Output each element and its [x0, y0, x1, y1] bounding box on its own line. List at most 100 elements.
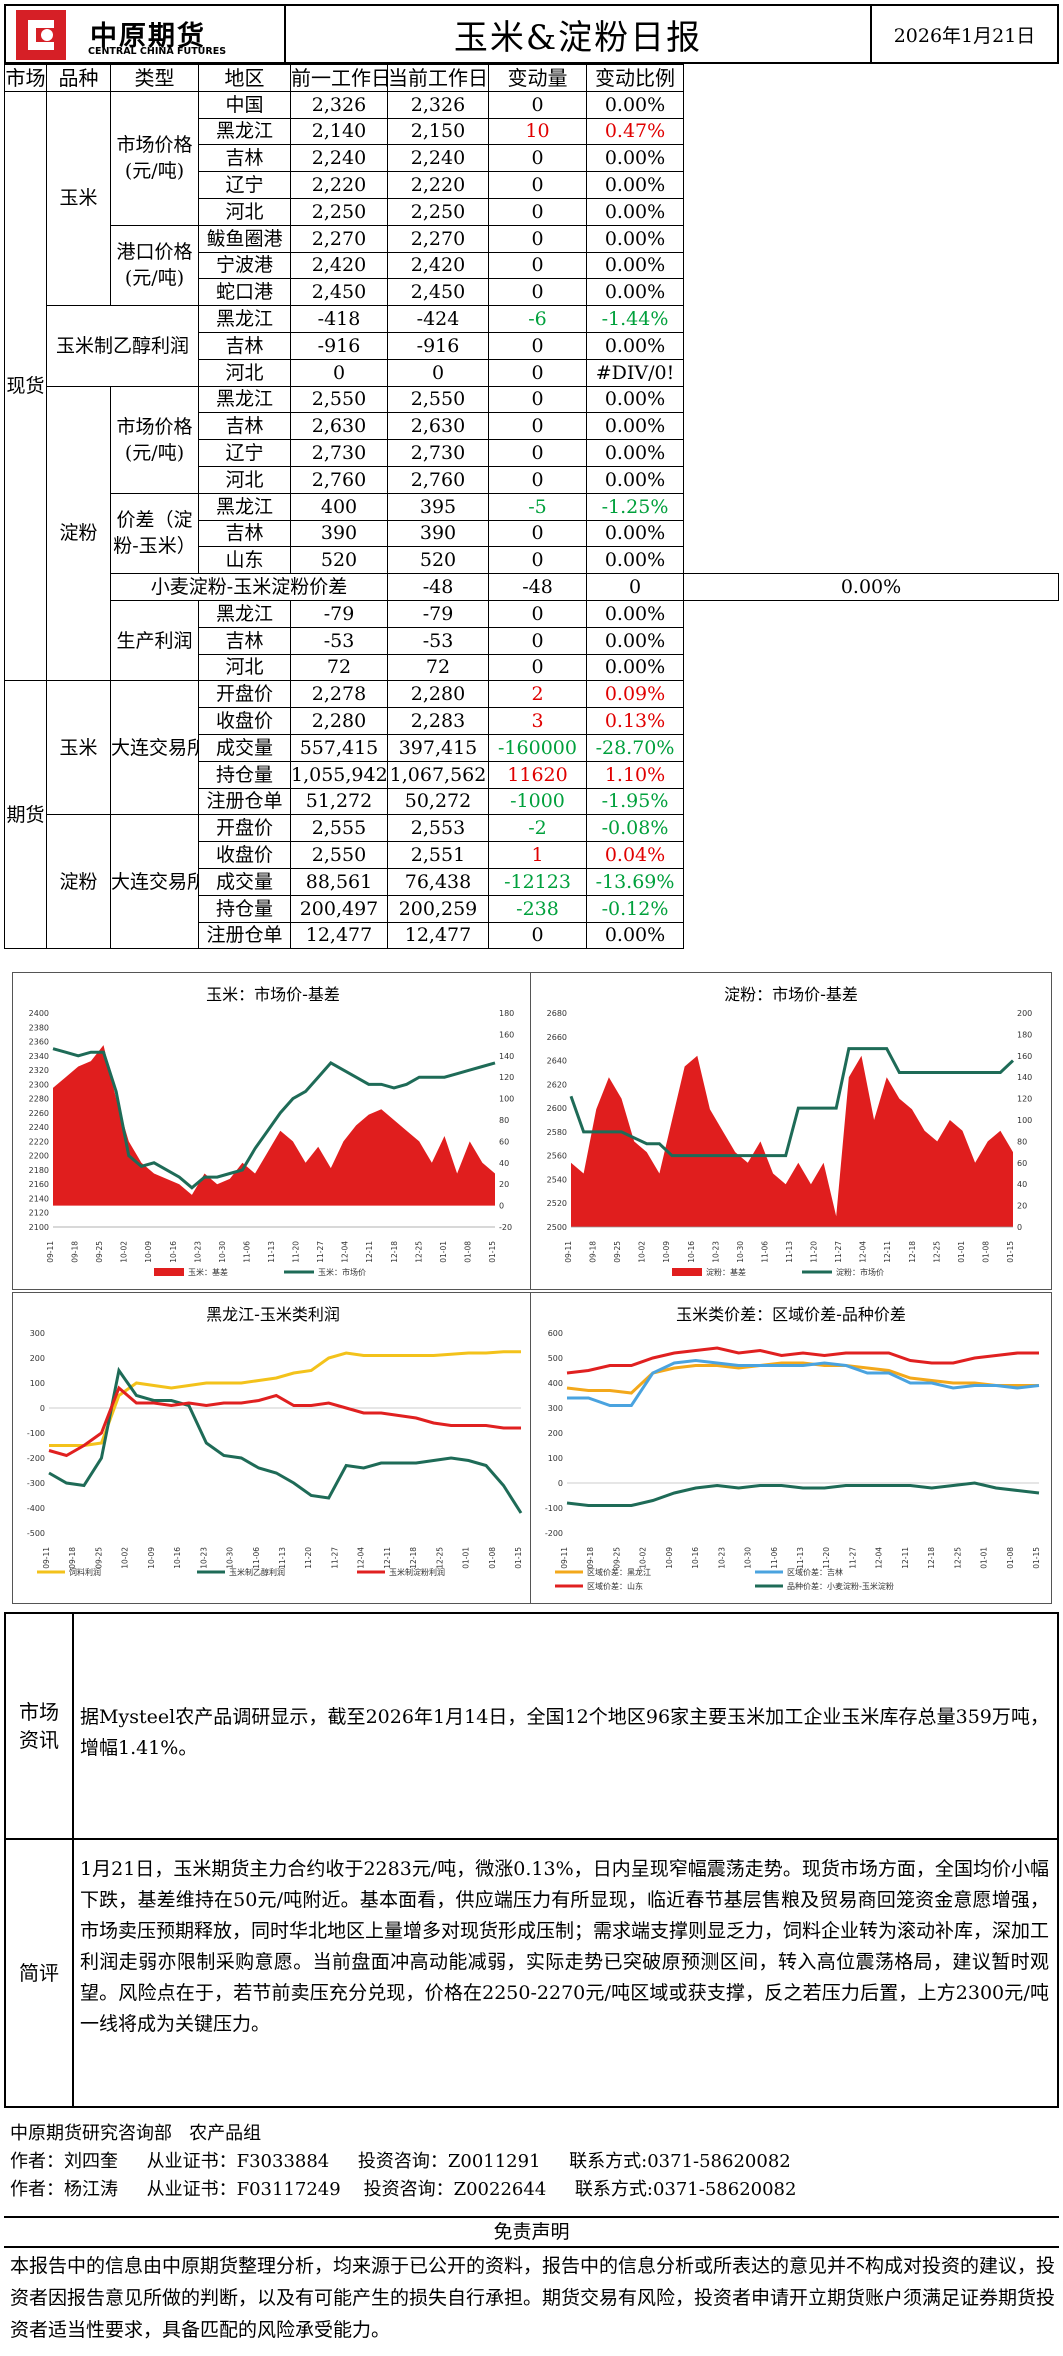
prev-day-cell: 12,477	[290, 921, 388, 950]
x-tick-label: 10-23	[199, 1547, 208, 1569]
report-date: 2026年1月21日	[872, 4, 1059, 64]
change-pct-cell: -1.25%	[586, 492, 684, 521]
legend-label: 淀粉：市场价	[836, 1267, 884, 1277]
series-line	[566, 1481, 1040, 1507]
y-tick-label-right: 100	[1017, 1116, 1032, 1125]
y-tick-label: 400	[548, 1379, 563, 1388]
x-tick-label: 11-13	[796, 1547, 805, 1569]
area-cell: 吉林	[198, 626, 291, 655]
table-row: 价差（淀粉-玉米） 黑龙江 400 395 -5 -1.25%	[5, 492, 1059, 575]
x-tick-label: 11-20	[810, 1241, 819, 1263]
column-header: 品种	[46, 64, 111, 92]
change-cell: 0	[586, 573, 684, 601]
series-line	[566, 1346, 1039, 1375]
x-tick-label: 10-30	[226, 1547, 235, 1569]
x-tick-label: 11-27	[316, 1241, 325, 1263]
row-group-label: 现货	[4, 90, 47, 682]
area-cell: 持仓量	[198, 894, 291, 923]
area-cell: 吉林	[198, 144, 291, 173]
table-row: 成交量 88,561 76,438 -12123 -13.69%	[5, 867, 1059, 896]
prev-day-cell: 2,550	[290, 385, 388, 414]
x-tick-label: 11-20	[292, 1241, 301, 1263]
table-row: 黑龙江 2,140 2,150 10 0.47%	[5, 117, 1059, 146]
change-cell: 0	[488, 358, 587, 387]
prev-day-cell: 520	[290, 546, 388, 575]
x-tick-label: 01-15	[1032, 1547, 1041, 1569]
y-tick-label-left: 2620	[547, 1080, 567, 1089]
change-cell: 0	[488, 197, 587, 226]
legend-label: 品种价差：小麦淀粉-玉米淀粉	[787, 1581, 894, 1591]
table-row: 淀粉 大连交易所 开盘价 2,555 2,553 -2 -0.08%	[5, 814, 1059, 950]
y-tick-label: 300	[30, 1329, 45, 1338]
x-tick-label: 11-06	[770, 1547, 779, 1569]
curr-day-cell: 0	[387, 358, 489, 387]
price-table: 市场 品种 类型 地区 前一工作日 当前工作日 变动量 变动比例 现货 玉米 市场价格(元/吨) 中国…	[4, 64, 1059, 950]
x-tick-label: 12-04	[875, 1547, 884, 1569]
area-cell: 收盘价	[198, 841, 291, 869]
x-tick-label: 09-25	[613, 1241, 622, 1263]
y-tick-label-right: 0	[499, 1202, 504, 1211]
x-tick-label: 09-11	[46, 1241, 55, 1263]
x-tick-label: 12-04	[341, 1241, 350, 1263]
prev-day-cell: 200,497	[290, 894, 388, 923]
x-tick-label: 11-20	[304, 1547, 313, 1569]
change-pct-cell: 0.00%	[683, 573, 1059, 601]
change-pct-cell: 0.00%	[586, 331, 684, 360]
y-tick-label-right: 20	[499, 1180, 509, 1189]
y-tick-label: 600	[548, 1329, 563, 1338]
series-line	[48, 1366, 523, 1514]
y-tick-label-right: 60	[499, 1137, 509, 1146]
x-tick-label: 09-18	[68, 1547, 77, 1569]
curr-day-cell: 2,550	[387, 385, 489, 414]
y-tick-label-left: 2120	[29, 1209, 49, 1218]
basis-area	[571, 1055, 1013, 1227]
y-tick-label-left: 2560	[547, 1152, 567, 1161]
curr-day-cell: -48	[488, 573, 587, 601]
curr-day-cell: 2,150	[387, 117, 489, 146]
x-tick-label: 11-27	[330, 1547, 339, 1569]
x-tick-label: 10-02	[639, 1547, 648, 1569]
curr-day-cell: 2,270	[387, 224, 489, 253]
curr-day-cell: 2,240	[387, 144, 489, 173]
change-cell: 0	[488, 171, 587, 199]
x-tick-label: 09-11	[42, 1547, 51, 1569]
change-pct-cell: 0.47%	[586, 117, 684, 146]
chart-title: 玉米：市场价-基差	[206, 985, 340, 1004]
series-line	[566, 1361, 1039, 1395]
legend-label: 玉米：市场价	[318, 1267, 366, 1277]
area-cell: 河北	[198, 358, 291, 387]
table-row: 吉林 390 390 0 0.00%	[5, 519, 1059, 548]
area-cell: 黑龙江	[198, 117, 291, 146]
change-cell: 0	[488, 439, 587, 467]
prev-day-cell: 2,240	[290, 144, 388, 173]
area-cell: 开盘价	[198, 680, 291, 709]
area-cell: 中国	[198, 90, 291, 119]
x-tick-label: 12-25	[435, 1547, 444, 1569]
table-row: 吉林 2,240 2,240 0 0.00%	[5, 144, 1059, 173]
table-row: 期货 玉米 大连交易所 开盘价 2,278 2,280 2 0.09%	[4, 680, 1059, 950]
area-cell: 宁波港	[198, 251, 291, 280]
change-pct-cell: #DIV/0!	[586, 358, 684, 387]
y-tick-label-right: 100	[499, 1095, 514, 1104]
change-cell: 0	[488, 546, 587, 575]
market-info-text: 据Mysteel农产品调研显示，截至2026年1月14日，全国12个地区96家主…	[80, 1706, 1049, 1759]
x-tick-label: 09-11	[564, 1241, 573, 1263]
change-pct-cell: 0.13%	[586, 707, 684, 735]
change-pct-cell: 0.00%	[586, 519, 684, 548]
review-text: 1月21日，玉米期货主力合约收于2283元/吨，微涨0.13%，日内呈现窄幅震荡…	[80, 1858, 1050, 2035]
legend-label: 玉米制乙醇利润	[229, 1567, 285, 1577]
table-row: 河北 72 72 0 0.00%	[5, 653, 1059, 682]
y-tick-label-left: 2280	[29, 1095, 49, 1104]
change-pct-cell: -1.44%	[586, 305, 684, 333]
change-pct-cell: 0.00%	[586, 412, 684, 441]
y-tick-label-right: 40	[1017, 1180, 1027, 1189]
y-tick-label-right: -20	[499, 1223, 512, 1232]
chart-starch-price-basis: 淀粉：市场价-基差 2500 2520 2540 2560 2580 2600 2620 26…	[530, 972, 1052, 1290]
y-tick-label-right: 140	[1017, 1073, 1032, 1082]
y-tick-label-left: 2140	[29, 1194, 49, 1203]
prev-day-cell: 2,550	[290, 841, 388, 869]
y-tick-label-right: 120	[499, 1073, 514, 1082]
x-tick-label: 12-04	[859, 1241, 868, 1263]
change-pct-cell: 0.04%	[586, 841, 684, 869]
x-tick-label: 09-18	[589, 1241, 598, 1263]
